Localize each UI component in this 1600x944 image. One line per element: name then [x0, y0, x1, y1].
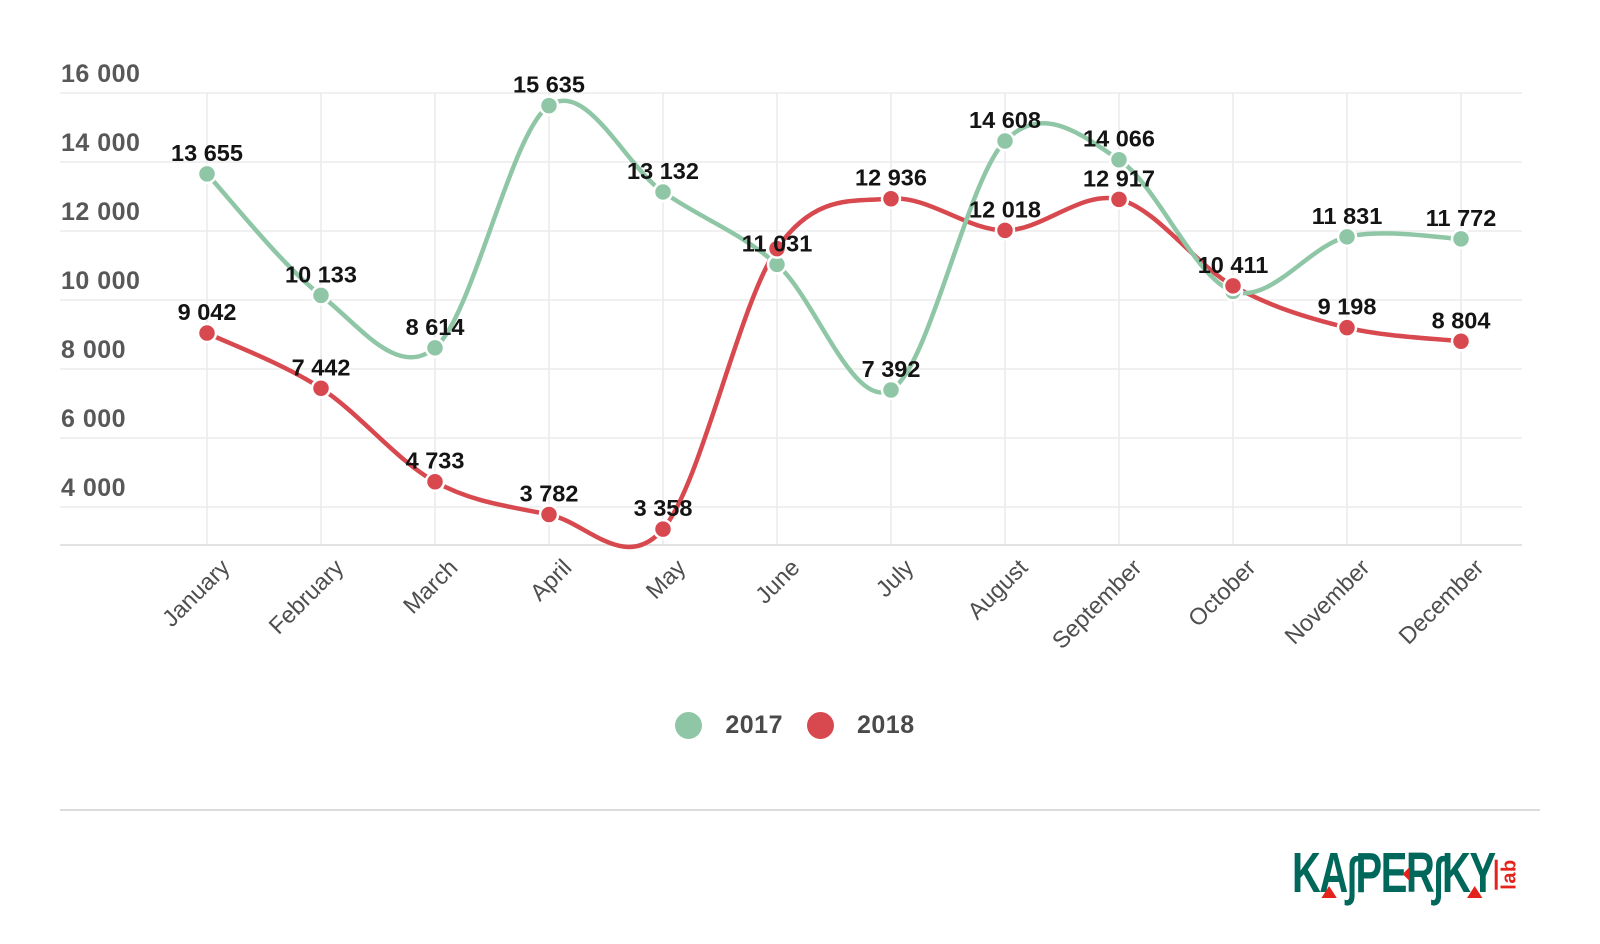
kaspersky-wordmark: KA∫PER∫KY [1292, 841, 1496, 906]
x-axis-month-label: March [398, 554, 463, 619]
data-point-2017-december[interactable] [1450, 228, 1472, 250]
y-axis-tick-label: 12 000 [61, 198, 140, 226]
kaspersky-logo: KA∫PER∫KY lab [1292, 841, 1532, 906]
data-point-2018-september[interactable] [1108, 189, 1130, 210]
line-chart: 16 000 14 000 12 000 10 000 8 000 6 000 4 000 J… [60, 60, 1522, 654]
data-point-2018-june[interactable] [766, 238, 788, 259]
legend-dot-2018-icon [807, 712, 834, 739]
data-label-2017: 13 132 [627, 158, 699, 184]
legend-item-2018[interactable]: 2018 [807, 711, 915, 740]
series-line-2017 [204, 98, 1464, 395]
x-axis-month-label: October [1183, 554, 1261, 632]
logo-red-triangle-icon [1467, 886, 1483, 898]
chart-legend: 2017 2018 [0, 711, 1590, 740]
legend-label-2017: 2017 [725, 711, 783, 739]
data-label-2018: 8 804 [1432, 307, 1491, 333]
x-axis-month-label: February [264, 554, 349, 639]
y-axis-tick-label: 8 000 [61, 336, 126, 364]
logo-letter: P [1355, 841, 1383, 905]
x-axis-month-label: May [641, 554, 691, 604]
data-label-2017: 11 772 [1426, 205, 1497, 231]
data-point-2018-may[interactable] [652, 518, 674, 540]
data-point-2017-november[interactable] [1336, 226, 1358, 248]
data-label-2018: 10 411 [1198, 252, 1269, 278]
data-point-2018-january[interactable] [196, 322, 218, 344]
data-point-2018-february[interactable] [310, 378, 332, 399]
x-axis-month-label: July [871, 554, 919, 602]
data-label-2017: 15 635 [513, 72, 585, 98]
data-label-2018: 12 018 [969, 196, 1041, 222]
y-axis-tick-label: 14 000 [61, 129, 140, 157]
logo-red-arrow-icon [1402, 867, 1410, 881]
y-axis-tick-label: 6 000 [61, 405, 126, 433]
logo-letter: K [1442, 841, 1471, 905]
data-point-2018-july[interactable] [880, 188, 902, 209]
data-point-2017-january[interactable] [196, 163, 218, 185]
series-line-2018 [204, 195, 1464, 550]
data-point-2017-may[interactable] [652, 181, 674, 203]
x-axis-month-label: November [1279, 554, 1374, 649]
data-label-2017: 13 655 [171, 140, 243, 166]
y-axis-tick-label: 4 000 [61, 474, 126, 502]
data-label-2017: 11 031 [742, 230, 813, 256]
data-label-2018: 9 198 [1318, 294, 1377, 320]
kaspersky-lab-label: lab [1490, 848, 1524, 900]
data-point-2017-february[interactable] [310, 285, 332, 306]
data-label-2018: 4 733 [406, 448, 465, 474]
x-axis-month-label: September [1047, 554, 1147, 654]
data-label-2018: 9 042 [178, 299, 237, 325]
y-axis-tick-label: 16 000 [61, 60, 140, 88]
legend-label-2018: 2018 [857, 711, 915, 739]
data-point-2018-august[interactable] [994, 220, 1016, 241]
legend-item-2017[interactable]: 2017 [675, 711, 783, 740]
data-point-2017-april[interactable] [538, 95, 560, 116]
data-label-2018: 7 442 [292, 354, 351, 380]
data-label-2017: 14 066 [1083, 126, 1155, 152]
x-axis-month-label: April [525, 554, 577, 606]
data-label-2017: 14 608 [969, 107, 1041, 133]
y-axis-tick-label: 10 000 [61, 267, 140, 295]
data-label-2017: 11 831 [1312, 203, 1383, 229]
footer-divider [60, 809, 1540, 811]
logo-letter: ∫ [1346, 847, 1357, 906]
data-point-2017-august[interactable] [994, 130, 1016, 152]
data-point-2017-september[interactable] [1108, 149, 1130, 170]
x-axis-month-label: August [962, 554, 1032, 624]
logo-red-triangle-icon [1321, 886, 1337, 898]
data-label-2017: 10 133 [285, 261, 357, 287]
data-label-2017: 7 392 [862, 356, 921, 382]
data-point-2018-december[interactable] [1450, 331, 1472, 352]
data-label-2018: 12 936 [855, 165, 927, 191]
data-point-2018-april[interactable] [538, 504, 560, 525]
logo-letter: K [1292, 841, 1321, 905]
x-axis-month-label: January [157, 554, 235, 632]
data-point-2017-july[interactable] [880, 379, 902, 401]
data-point-2017-march[interactable] [424, 337, 446, 359]
legend-dot-2017-icon [675, 712, 703, 739]
logo-letter: R [1405, 841, 1435, 905]
data-point-2018-march[interactable] [424, 471, 446, 492]
data-label-2018: 3 358 [634, 495, 693, 521]
data-label-2017: 8 614 [406, 314, 465, 340]
data-point-2018-october[interactable] [1222, 275, 1244, 297]
x-axis-month-label: June [750, 554, 804, 608]
data-label-2018: 12 917 [1083, 165, 1155, 191]
data-label-2018: 3 782 [520, 481, 579, 507]
data-point-2018-november[interactable] [1336, 317, 1358, 338]
x-axis-month-label: December [1393, 554, 1488, 649]
logo-letter: ∫ [1433, 847, 1443, 906]
